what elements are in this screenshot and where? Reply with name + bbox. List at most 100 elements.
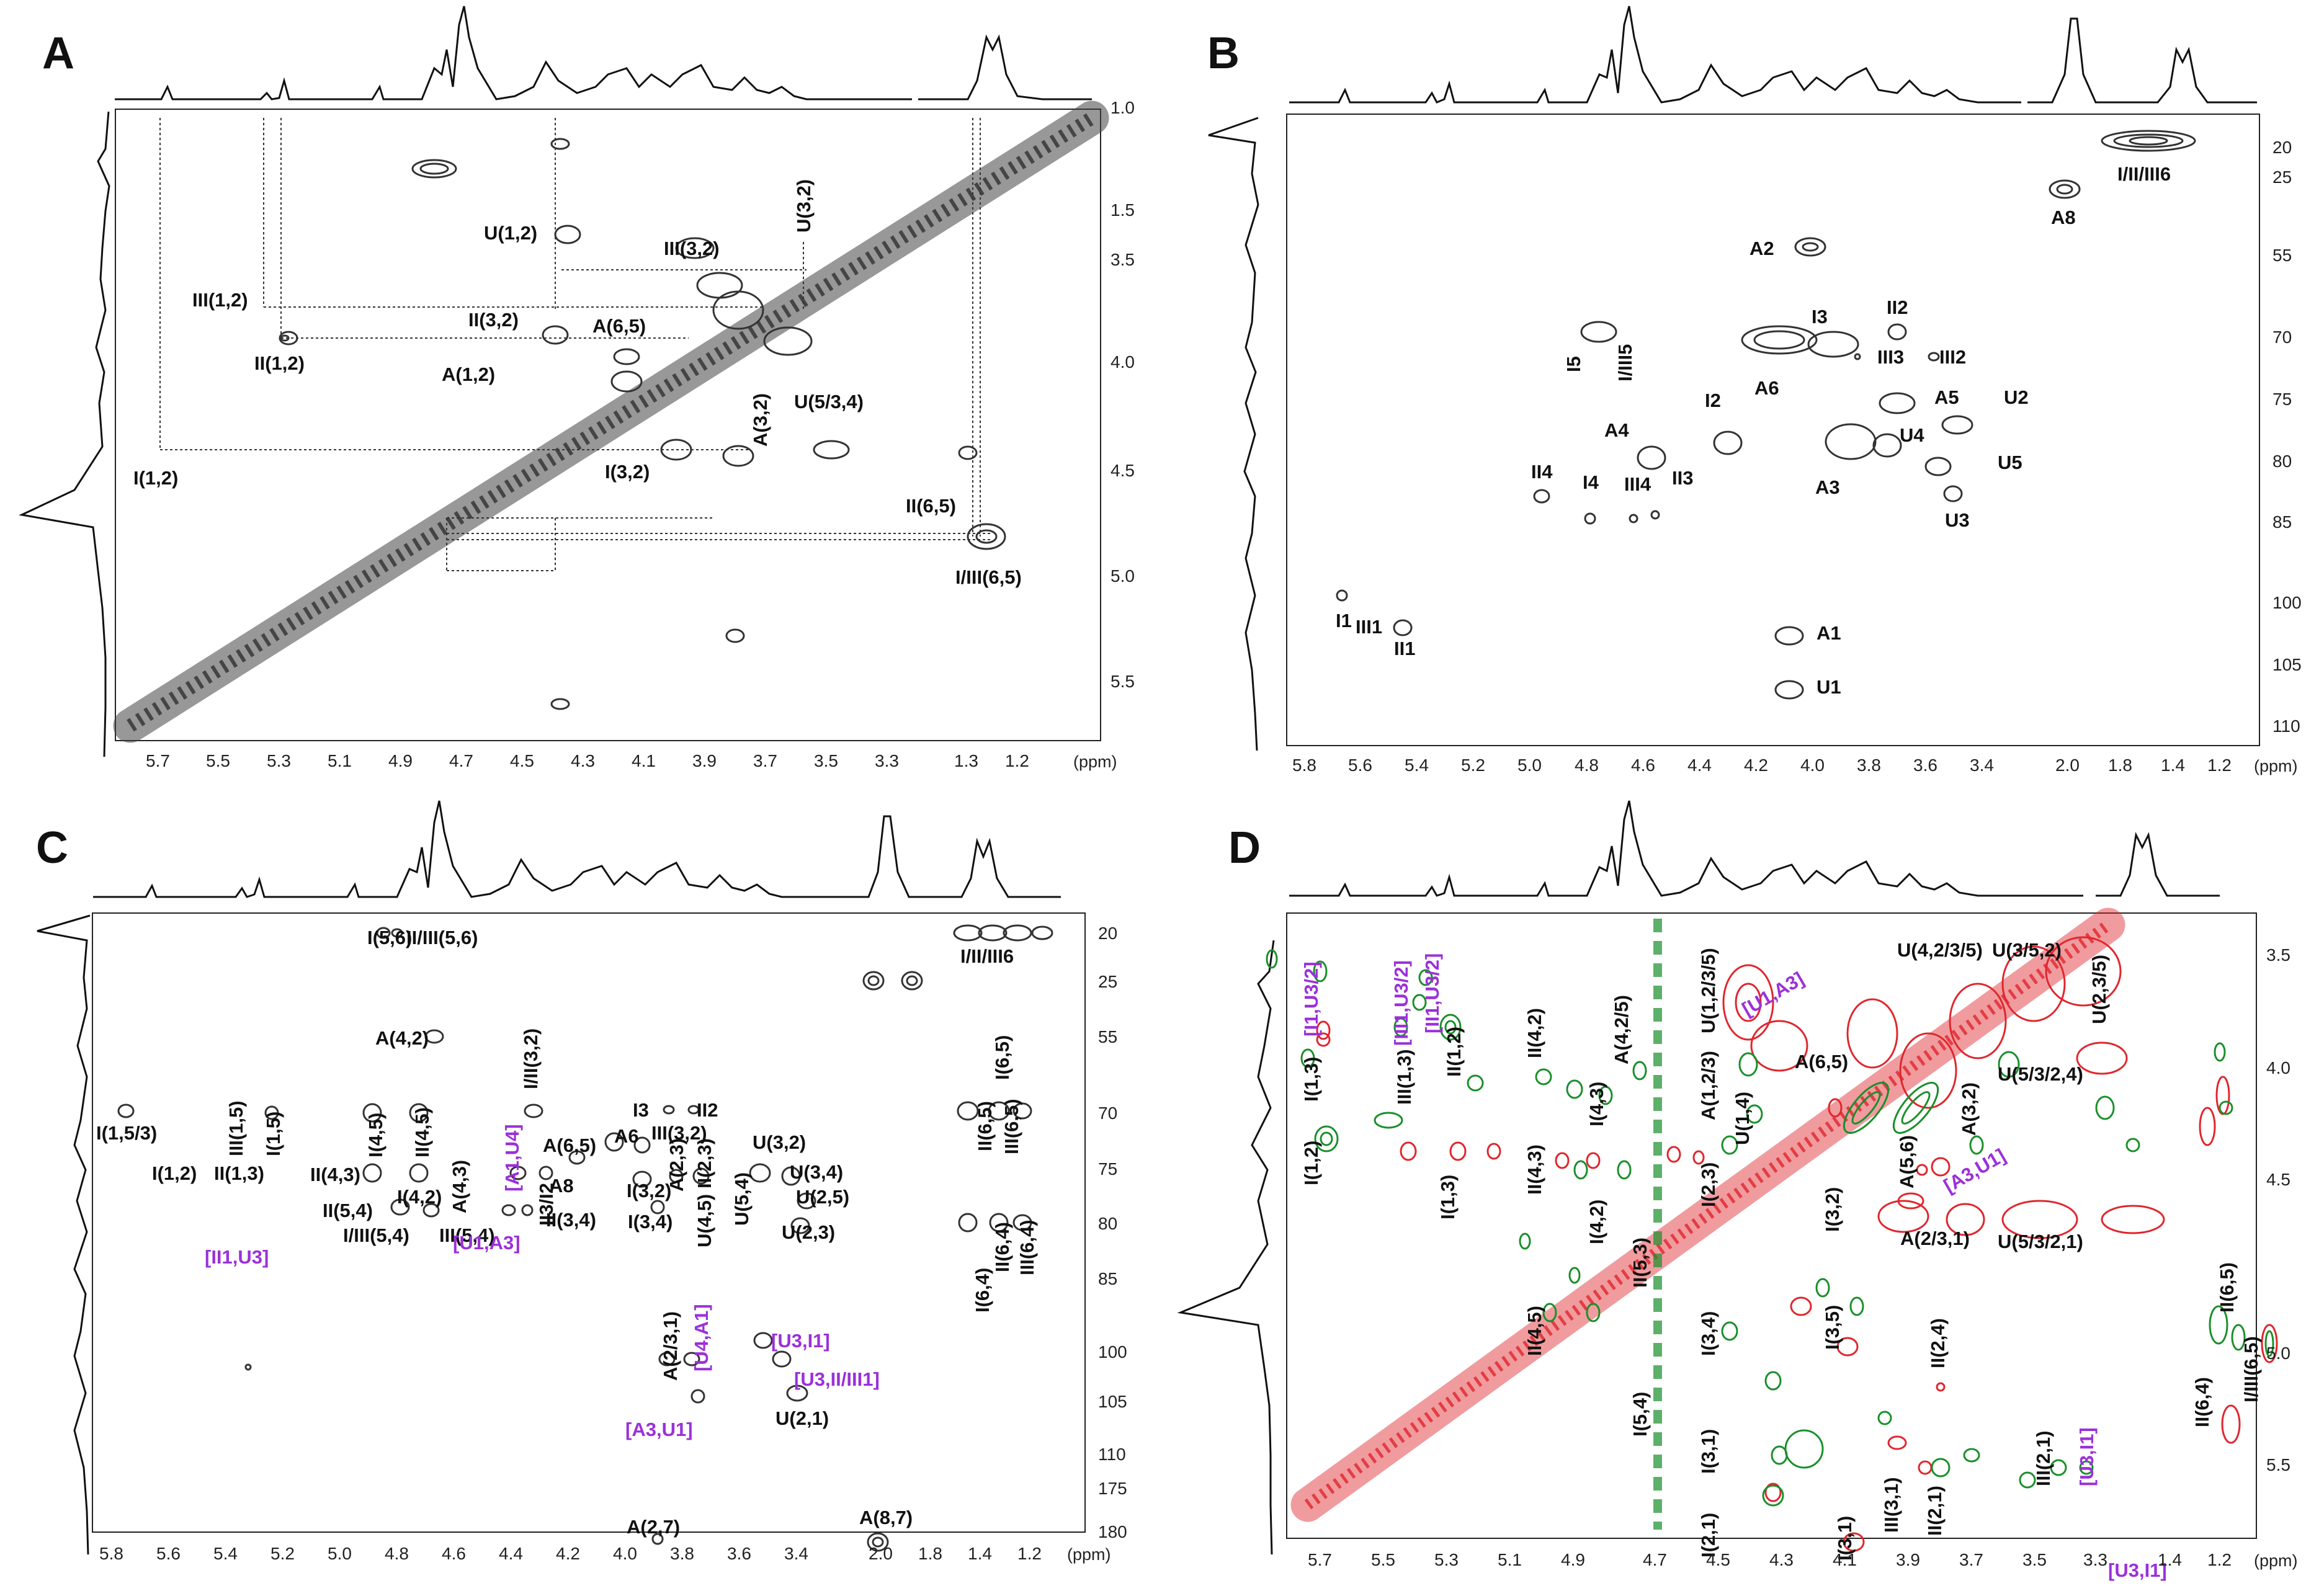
y-tick: 5.5 (1111, 672, 1135, 691)
x-tick: 5.3 (267, 751, 291, 770)
peak-label: III(1,3) (1393, 1049, 1415, 1105)
spectrum-frame (92, 912, 1086, 1533)
peak-label: U4 (1900, 424, 1924, 446)
y-tick: 175 (1098, 1479, 1127, 1498)
peak-label: U(3/5,2) (1992, 939, 2062, 961)
x-tick: 3.5 (814, 751, 838, 770)
peak-label: U(2,5) (796, 1186, 850, 1208)
top-projection (1289, 6, 2257, 104)
y-tick: 3.5 (1111, 250, 1135, 269)
panel-letter: C (36, 823, 68, 873)
peak-label: III(3,2) (664, 238, 720, 259)
peak-label: III(1,2) (192, 289, 248, 311)
x-tick: 4.1 (1833, 1550, 1857, 1569)
cross-peak-label: [U3,I1] (2108, 1559, 2167, 1581)
y-tick: 4.0 (2266, 1058, 2290, 1077)
x-tick: 4.8 (385, 1544, 409, 1563)
x-unit: (ppm) (1073, 752, 1117, 771)
y-tick: 105 (1098, 1392, 1127, 1411)
peak-label: I/III5 (1614, 344, 1636, 381)
peak-label: III(3,1) (1880, 1477, 1902, 1533)
panel-b: B (1153, 0, 2306, 798)
peak-label: II(6,4) (2191, 1377, 2213, 1427)
peak-label: II3 (1672, 467, 1694, 489)
peak-label: U(5/3/2,4) (1998, 1063, 2083, 1085)
x-tick: 3.4 (1970, 756, 1994, 775)
peak-label: A8 (2051, 207, 2076, 228)
x-tick: 1.8 (2108, 756, 2132, 775)
peak-label: I4 (1583, 471, 1599, 493)
x-tick: 1.8 (918, 1544, 942, 1563)
peak-label: I(1,5/3) (96, 1122, 158, 1144)
peak-label: II(4,5) (411, 1107, 433, 1157)
peak-label: II4 (1531, 461, 1553, 483)
peak-label: III(6,5) (1001, 1099, 1022, 1154)
y-tick: 80 (2272, 452, 2292, 471)
peak-label: A(1,2/3) (1697, 1051, 1719, 1120)
panel-c: C (0, 798, 1153, 1596)
peak-label: I(1,2) (1300, 1140, 1322, 1185)
peak-label: A(3,2) (1958, 1082, 1980, 1136)
y-tick: 100 (1098, 1342, 1127, 1362)
x-tick: 5.5 (1371, 1550, 1395, 1569)
x-tick: 5.5 (206, 751, 230, 770)
peak-label: U(3,4) (790, 1161, 844, 1183)
x-tick: 4.9 (388, 751, 413, 770)
peak-label: II/III(5,6) (406, 927, 478, 948)
cross-peak-label: [II1,U3] (205, 1246, 269, 1268)
peak-label: III(2,1) (2032, 1430, 2054, 1486)
cross-peak-label: [A1,U4] (501, 1124, 523, 1192)
x-tick: 5.2 (1461, 756, 1485, 775)
peak-label: U(1,2) (484, 222, 538, 244)
y-tick: 110 (1098, 1445, 1126, 1464)
peak-label: A(2/3,1) (1900, 1228, 1970, 1249)
peak-label: A6 (1754, 377, 1779, 399)
peak-label: I(4,2) (1586, 1199, 1607, 1244)
y-tick: 75 (2272, 390, 2292, 409)
top-projection (1289, 800, 2220, 897)
peak-label: A(2,7) (627, 1516, 681, 1538)
peak-label: I/III(5,4) (343, 1224, 409, 1246)
x-tick: 3.3 (875, 751, 899, 770)
x-tick: 4.4 (499, 1544, 523, 1563)
y-tick: 25 (2272, 167, 2292, 187)
peak-label: A(2/3,1) (659, 1311, 681, 1381)
x-tick: 4.0 (1800, 756, 1825, 775)
peak-label: II2 (1887, 296, 1908, 318)
peak-label: III4 (1624, 473, 1651, 495)
peak-label: A(8,7) (859, 1507, 913, 1528)
peak-label: A(6,5) (1795, 1051, 1849, 1072)
x-tick: 4.7 (1643, 1550, 1667, 1569)
x-tick: 4.8 (1575, 756, 1599, 775)
x-tick: 1.4 (968, 1544, 992, 1563)
peak-label: I3 (1812, 306, 1828, 328)
peak-label: II(5,3) (1629, 1237, 1651, 1288)
x-tick: 3.9 (1896, 1550, 1920, 1569)
x-tick: 3.5 (2022, 1550, 2047, 1569)
x-unit: (ppm) (1067, 1545, 1111, 1564)
cross-peak-label: [II1,U3/2] (1421, 953, 1443, 1033)
peak-label: A4 (1604, 419, 1629, 441)
peak-label: I(4,5) (365, 1112, 387, 1157)
peak-label: A(4,2) (375, 1027, 429, 1049)
panel-a: A (0, 0, 1153, 798)
cross-peak-label: [U3,II/III1] (794, 1368, 880, 1390)
x-tick: 5.1 (1498, 1550, 1522, 1569)
peak-label: U3 (1945, 509, 1970, 531)
peak-label: U1 (1817, 676, 1841, 698)
peak-label: I(4,3) (1586, 1081, 1607, 1126)
peak-label: I(3,4) (628, 1211, 673, 1233)
contour-plot (1266, 907, 2278, 1552)
x-tick: 4.3 (571, 751, 595, 770)
peak-label: I(1,5) (262, 1111, 284, 1156)
peak-label: II(2,1) (1924, 1486, 1946, 1536)
peak-label: II(3,4) (546, 1209, 596, 1231)
peak-label: II(1,2) (254, 352, 305, 374)
peak-label: U(5,4) (731, 1172, 753, 1226)
x-tick: 3.4 (784, 1544, 808, 1563)
y-tick: 70 (1098, 1103, 1118, 1123)
peak-label: II(2,4) (1927, 1318, 1949, 1368)
y-tick: 4.5 (1111, 461, 1135, 480)
peak-label: U2 (2004, 386, 2029, 408)
x-tick: 3.8 (670, 1544, 694, 1563)
